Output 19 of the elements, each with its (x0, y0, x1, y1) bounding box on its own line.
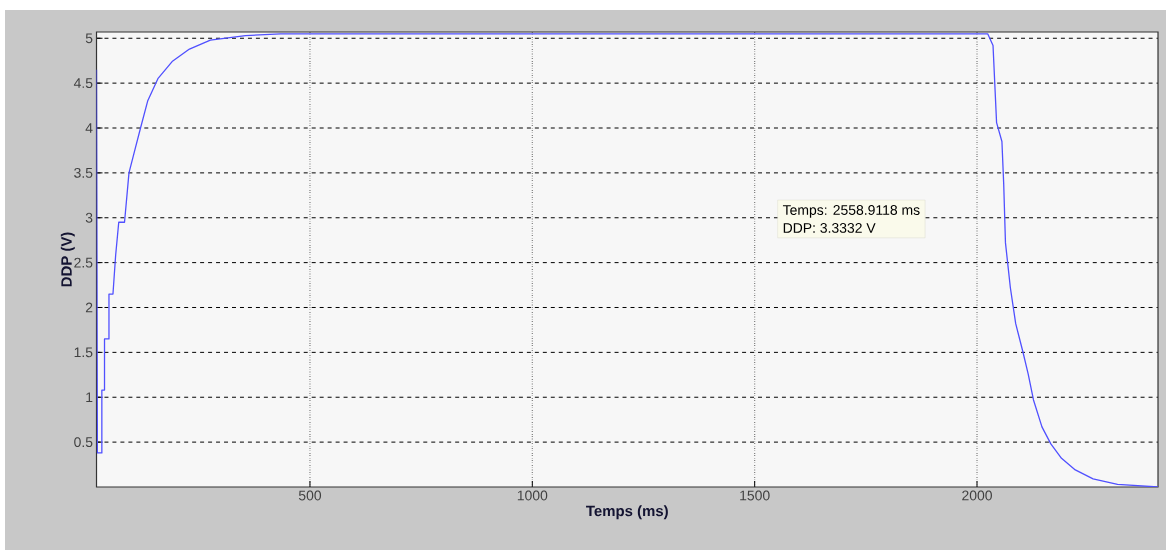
annotation: DDP: 3.3332 V (783, 222, 876, 233)
line-series (96, 33, 1159, 487)
x-axis-title: Temps (ms) (586, 505, 668, 520)
y-tick-label: 2 (85, 302, 93, 313)
y-tick-label: 1.5 (74, 347, 93, 358)
annotation: Temps: 2558.9118 ms (782, 205, 920, 218)
x-tick-label: 500 (298, 490, 322, 501)
y-tick-label: 4.5 (73, 78, 93, 89)
y-tick-label: 3.5 (74, 167, 93, 178)
y-tick-label: 0.5 (74, 437, 93, 448)
y-axis-title: DDP (V) (60, 232, 75, 287)
y-tick-label: 5 (85, 33, 93, 44)
y-tick-label: 1 (86, 392, 93, 403)
x-tick-label: 1500 (740, 490, 770, 501)
y-tick-label: 3 (85, 212, 93, 223)
x-tick-label: 2000 (962, 490, 992, 501)
y-tick-label: 4 (85, 123, 93, 133)
y-tick-label: 2.5 (74, 257, 93, 268)
x-tick-label: 1000 (517, 490, 548, 501)
